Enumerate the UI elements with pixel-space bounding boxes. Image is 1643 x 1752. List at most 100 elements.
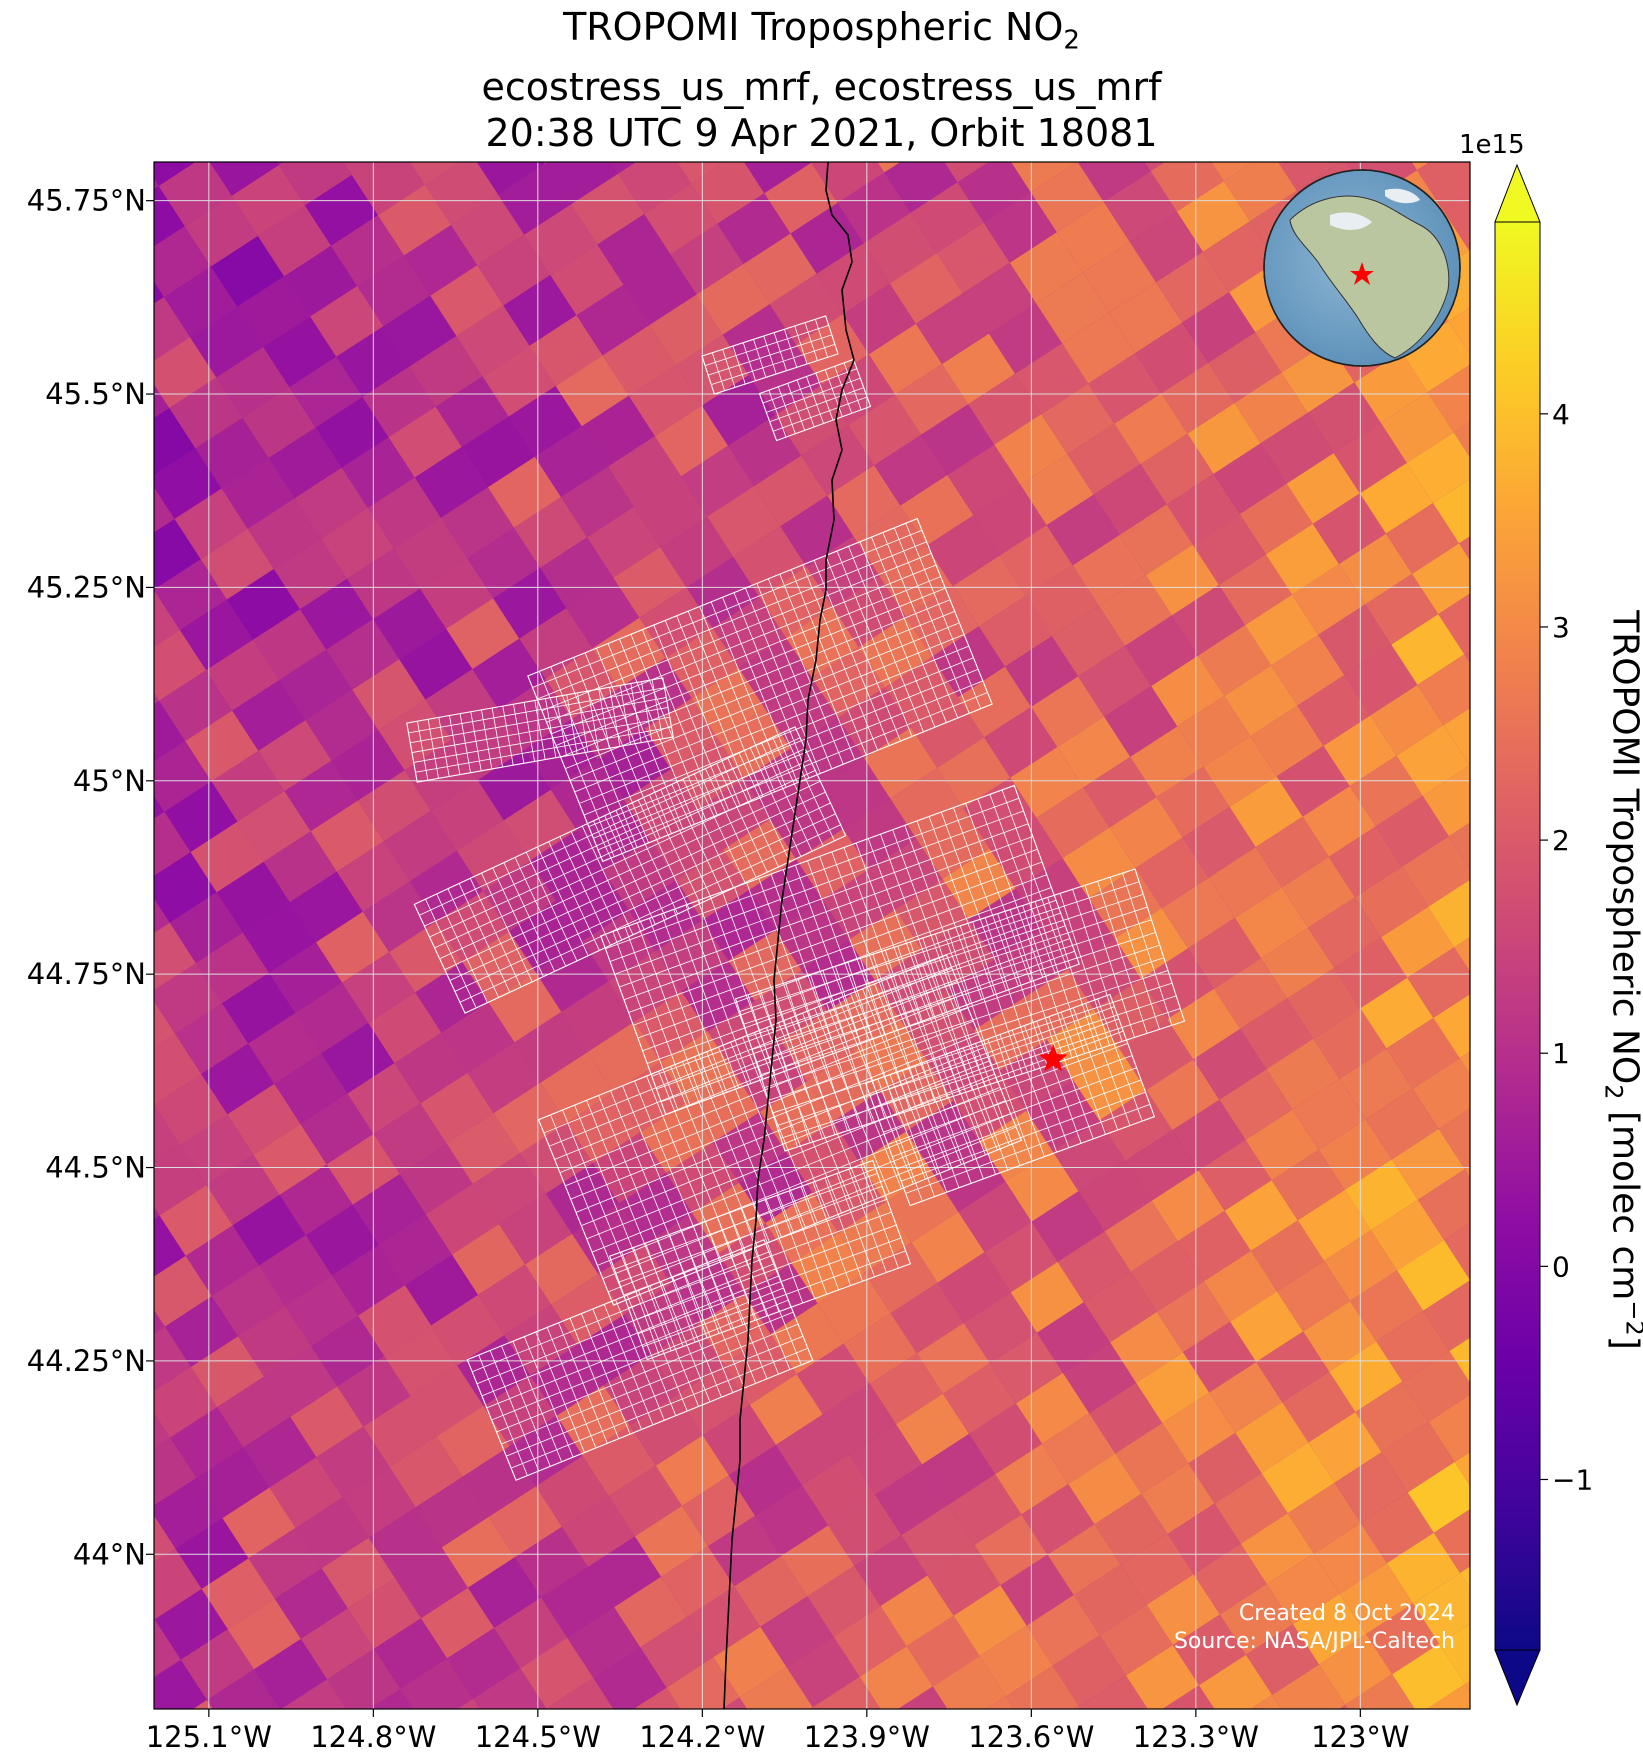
- heatmap-cell: [1271, 634, 1345, 706]
- heatmap-cell: [1052, 1635, 1126, 1706]
- heatmap-cell: [378, 699, 452, 771]
- heatmap-cell: [457, 1698, 480, 1709]
- heatmap-cell: [811, 162, 885, 203]
- heatmap-cell: [305, 1204, 379, 1276]
- heatmap-cell: [222, 972, 296, 1044]
- heatmap-cell: [248, 1527, 322, 1599]
- heatmap-cell: [1103, 171, 1177, 243]
- heatmap-cell: [154, 1104, 181, 1163]
- heatmap-cell: [248, 1013, 322, 1084]
- footprint-patch: [527, 517, 993, 863]
- heatmap-cell: [174, 488, 248, 560]
- heatmap-cell: [613, 1061, 687, 1133]
- x-tick-label: 124.5°W: [475, 1720, 601, 1752]
- heatmap-cell: [430, 780, 504, 851]
- x-tick-label: 125.1°W: [146, 1720, 272, 1752]
- heatmap-cell: [1224, 1180, 1298, 1251]
- heatmap-cell: [525, 1233, 599, 1305]
- heatmap-cell: [1188, 917, 1262, 989]
- heatmap-cell: [1198, 1139, 1272, 1211]
- heatmap-cell: [207, 1669, 280, 1709]
- heatmap-cell: [321, 1022, 395, 1094]
- heatmap-cell: [582, 910, 656, 982]
- heatmap-cell: [978, 595, 1052, 667]
- heatmap-cell: [1307, 382, 1381, 454]
- heatmap-cell: [1047, 1524, 1121, 1595]
- coastline: [723, 162, 855, 1709]
- heatmap-cell: [1266, 1038, 1340, 1110]
- heatmap-cell: [936, 222, 1010, 294]
- heatmap-cell: [1031, 676, 1105, 748]
- footprint-patch: [734, 868, 1186, 1152]
- heatmap-cell: [1135, 322, 1209, 394]
- heatmap-cell: [1110, 1311, 1184, 1383]
- heatmap-cell: [571, 173, 645, 245]
- heatmap-cell: [1088, 867, 1162, 939]
- heatmap-cell: [958, 1181, 1032, 1253]
- heatmap-cell: [1156, 766, 1230, 838]
- heatmap-cell: [343, 162, 372, 175]
- heatmap-cell: [853, 1020, 927, 1092]
- axis-tick-labels: 125.1°W 124.8°W 124.5°W 124.2°W 123.9°W 123.6…: [27, 184, 1410, 1752]
- heatmap-cell: [337, 1355, 411, 1427]
- heatmap-cell: [1026, 1080, 1100, 1151]
- heatmap-cell: [1370, 684, 1444, 756]
- heatmap-cell: [1005, 1665, 1079, 1709]
- heatmap-cell: [1344, 644, 1418, 716]
- heatmap-cell: [217, 1376, 291, 1448]
- heatmap-cell: [242, 902, 316, 973]
- heatmap-cell: [154, 1659, 207, 1709]
- heatmap-cell: [952, 555, 1026, 627]
- heatmap-cell: [942, 333, 1016, 405]
- heatmap-cell: [242, 387, 316, 458]
- footprint-patch: [537, 954, 1023, 1306]
- heatmap-cell: [733, 526, 807, 598]
- heatmap-cell: [389, 1436, 463, 1508]
- heatmap-cell: [675, 334, 749, 406]
- heatmap-cell: [274, 1053, 348, 1125]
- heatmap-cell: [1145, 544, 1219, 616]
- heatmap-cell: [1328, 826, 1402, 898]
- heatmap-cell: [529, 315, 603, 386]
- title-line-2: ecostress_us_mrf, ecostress_us_mrf: [481, 64, 1162, 109]
- heatmap-cell: [707, 486, 781, 557]
- heatmap-cell: [452, 1224, 526, 1295]
- created-date: Created 8 Oct 2024: [1238, 1601, 1455, 1626]
- heatmap-cell: [1115, 1423, 1189, 1494]
- heatmap-cell: [582, 1425, 656, 1497]
- heatmap-cell: [764, 162, 838, 234]
- heatmap-cell: [1376, 1310, 1450, 1382]
- heatmap-cell: [1380, 392, 1454, 463]
- heatmap-cell: [838, 1202, 912, 1273]
- heatmap-cell: [154, 281, 164, 304]
- heatmap-cell: [769, 273, 843, 345]
- heatmap-cell: [671, 1253, 745, 1325]
- heatmap-cell: [900, 475, 974, 546]
- heatmap-cell: [170, 1407, 244, 1478]
- heatmap-cell: [1334, 937, 1408, 1009]
- heatmap-cell: [639, 587, 713, 659]
- heatmap-cell: [1459, 536, 1470, 561]
- y-tick-label: 44.25°N: [27, 1344, 146, 1378]
- heatmap-cell: [896, 1393, 970, 1465]
- heatmap-cell: [1313, 1008, 1387, 1079]
- heatmap-cell: [581, 395, 655, 467]
- heatmap-cell: [1272, 1664, 1346, 1709]
- heatmap-cell: [739, 1667, 813, 1709]
- heatmap-cell: [1449, 1337, 1470, 1383]
- heatmap-cell: [1140, 433, 1214, 505]
- heatmap-cell: [185, 1225, 259, 1297]
- heatmap-cell: [420, 558, 494, 629]
- heatmap-cell: [1339, 533, 1413, 605]
- heatmap-cell: [1161, 877, 1235, 949]
- heatmap-cell: [921, 404, 995, 476]
- heatmap-cell: [66, 1246, 139, 1317]
- heatmap-cell: [1010, 1261, 1084, 1333]
- heatmap-cell: [1261, 927, 1335, 999]
- ecostress-footprint-grid: [406, 315, 1186, 1481]
- heatmap-cell: [154, 162, 196, 186]
- heatmap-cell: [209, 162, 279, 196]
- heatmap-cell: [566, 63, 639, 134]
- heatmap-cell: [906, 1615, 980, 1687]
- heatmap-cell: [1067, 423, 1141, 495]
